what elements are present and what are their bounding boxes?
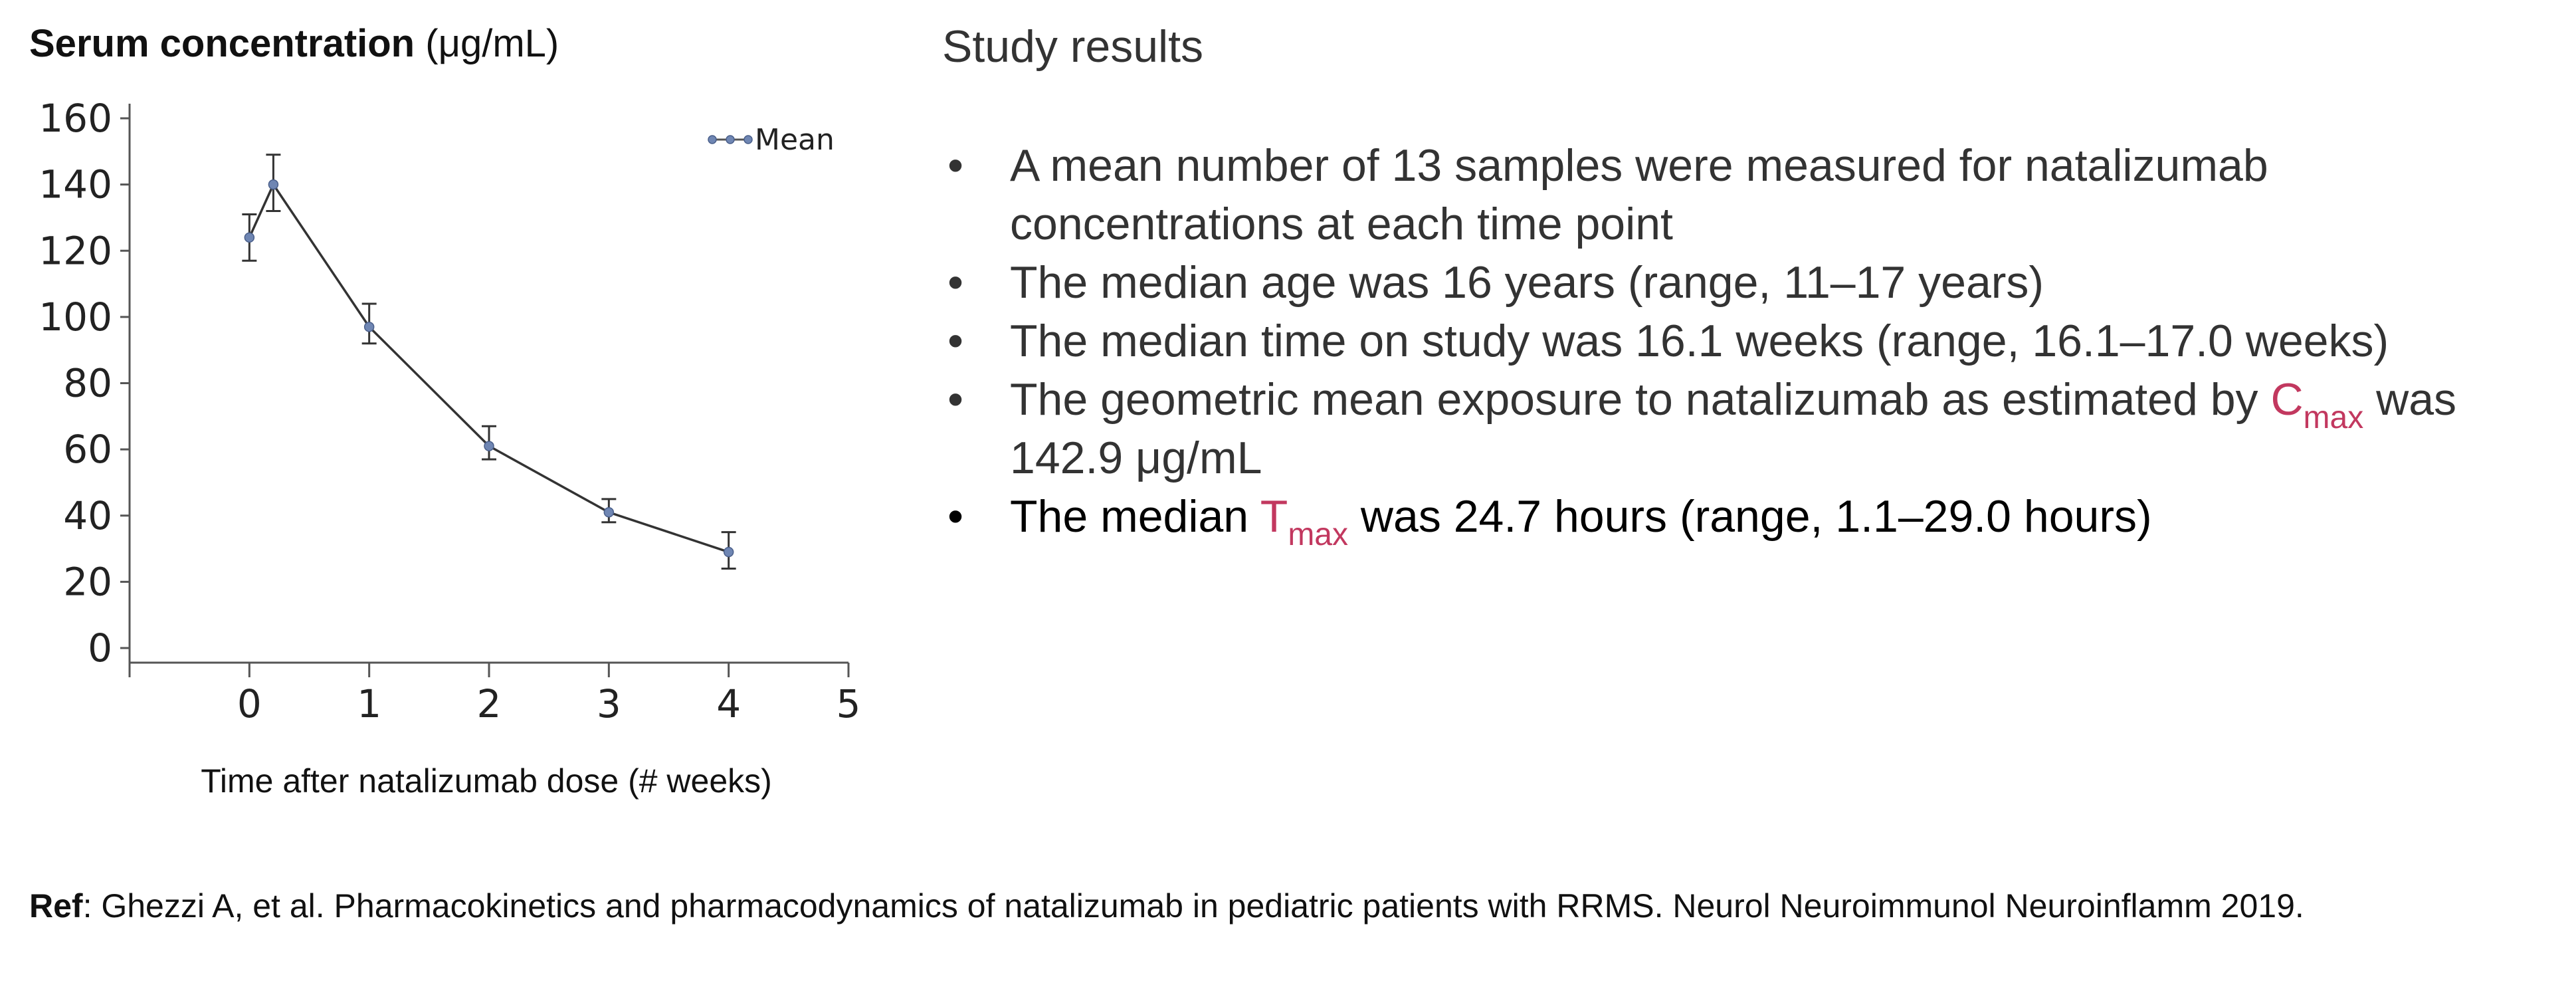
data-point <box>723 546 734 558</box>
x-tick-label: 3 <box>597 681 621 726</box>
y-tick-label: 20 <box>63 559 112 604</box>
x-tick-label: 5 <box>837 681 861 726</box>
y-tick-label: 140 <box>39 162 112 207</box>
reference-note: Ref: Ghezzi A, et al. Pharmacokinetics a… <box>29 883 2488 929</box>
results-bullet: • A mean number of 13 samples were measu… <box>942 136 2563 253</box>
series-line <box>248 182 730 554</box>
results-title: Study results <box>942 21 1204 72</box>
bullet-dot: • <box>947 140 963 191</box>
tmax-symbol: T <box>1260 491 1288 542</box>
results-bullet: • The median age was 16 years (range, 11… <box>942 253 2563 312</box>
chart-series <box>244 179 734 558</box>
legend-marker <box>726 135 735 144</box>
cmax-symbol: C <box>2270 374 2304 425</box>
bullet-text-after: was 24.7 hours (range, 1.1–29.0 hours) <box>1348 491 2152 542</box>
bullet-dot: • <box>947 257 963 308</box>
chart-legend: Mean <box>708 123 835 157</box>
data-point <box>268 179 279 190</box>
data-point <box>363 322 375 332</box>
chart-ticks: 0 20 40 60 80 100 120 140 160 0 1 2 3 4 5 <box>39 96 860 726</box>
pk-line-chart: 0 20 40 60 80 100 120 140 160 0 1 2 3 4 5 Mean Time af… <box>39 96 860 800</box>
x-axis-label: Time after natalizumab dose (# weeks) <box>201 762 772 800</box>
x-tick-label: 0 <box>237 681 262 726</box>
results-bullet: • The median time on study was 16.1 week… <box>942 312 2563 370</box>
bullet-text-before: The geometric mean exposure to natalizum… <box>1010 374 2271 425</box>
x-tick-label: 4 <box>716 681 741 726</box>
y-tick-label: 60 <box>63 427 112 472</box>
data-point <box>244 232 255 243</box>
bullet-dot: • <box>947 374 963 425</box>
results-bullet: • The median Tmax was 24.7 hours (range,… <box>942 487 2563 551</box>
data-point <box>603 507 615 518</box>
bullet-text: The median age was 16 years (range, 11–1… <box>1010 257 2044 308</box>
bullet-text-before: The median <box>1010 491 1260 542</box>
bullet-text: The median time on study was 16.1 weeks … <box>1010 316 2389 366</box>
chart-error-bars <box>242 154 736 570</box>
x-tick-label: 1 <box>357 681 381 726</box>
legend-marker <box>743 135 753 144</box>
legend-label: Mean <box>755 123 835 157</box>
y-tick-label: 40 <box>63 493 112 538</box>
y-tick-label: 80 <box>63 361 112 406</box>
tmax-subscript: max <box>1288 517 1348 552</box>
bullet-dot: • <box>947 491 963 542</box>
cmax-subscript: max <box>2303 400 2364 435</box>
chart-title: Serum concentration (μg/mL) <box>29 19 559 69</box>
bullet-text-after: was 142.9 μg/mL <box>1010 374 2457 483</box>
results-bullet: • The geometric mean exposure to nataliz… <box>942 370 2563 487</box>
bullet-text: A mean number of 13 samples were measure… <box>1010 140 2268 249</box>
x-tick-label: 2 <box>477 681 502 726</box>
reference-text: : Ghezzi A, et al. Pharmacokinetics and … <box>82 887 2304 925</box>
results-bullet-list: • A mean number of 13 samples were measu… <box>942 136 2563 551</box>
y-tick-label: 0 <box>88 625 112 671</box>
y-tick-label: 100 <box>39 294 112 340</box>
chart-title-unit: (μg/mL) <box>425 22 559 65</box>
data-point <box>484 441 494 451</box>
y-tick-label: 120 <box>39 228 112 273</box>
reference-label: Ref <box>29 887 83 925</box>
bullet-dot: • <box>947 316 963 366</box>
chart-title-main: Serum concentration <box>29 22 415 65</box>
legend-marker <box>708 135 717 144</box>
chart-axes <box>128 104 848 664</box>
y-tick-label: 160 <box>39 96 112 141</box>
